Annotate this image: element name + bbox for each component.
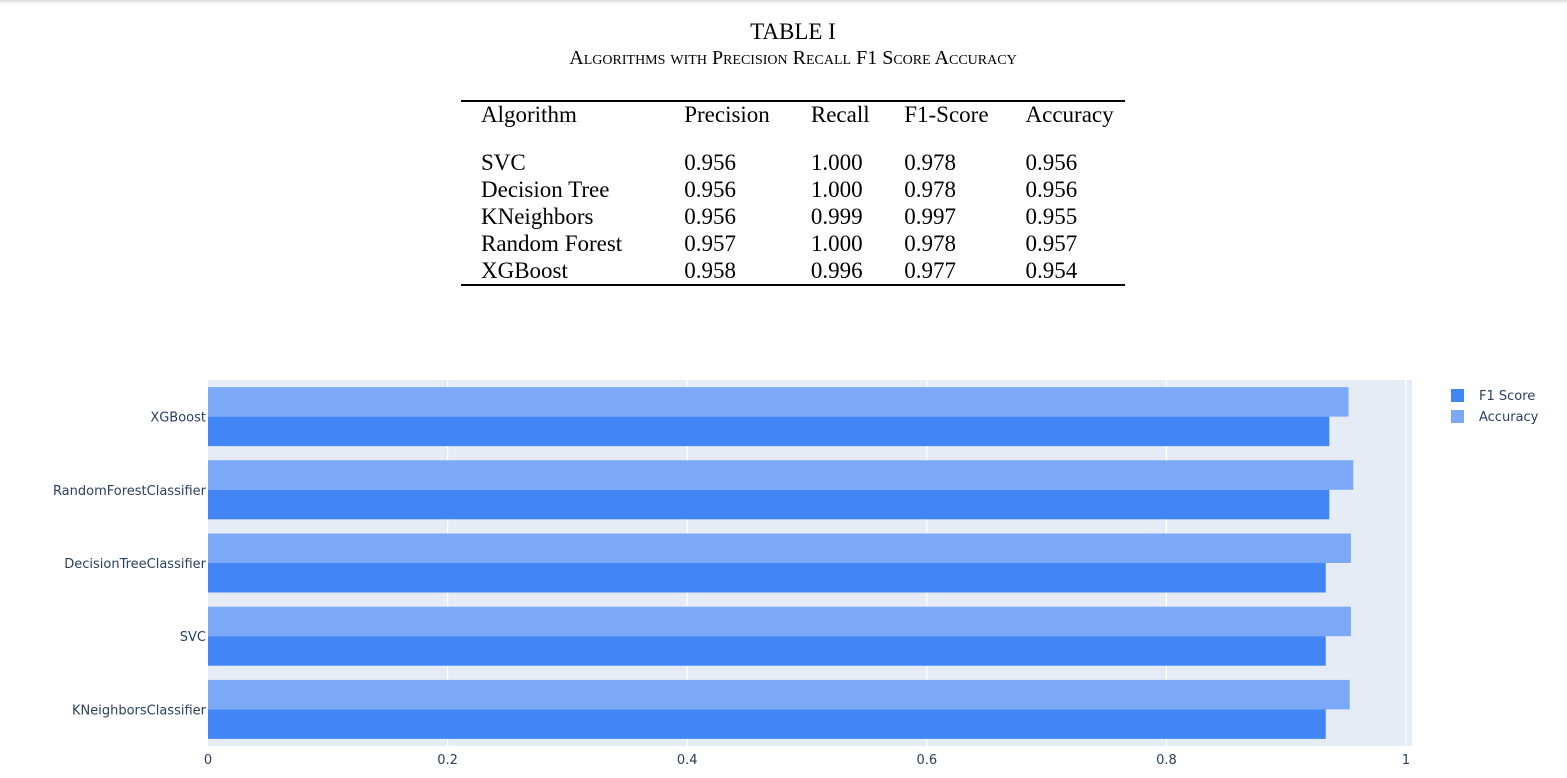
bar-accuracy[interactable] [208, 679, 1350, 710]
header-accuracy: Accuracy [1025, 102, 1114, 127]
cell-recall: 0.996 [810, 257, 863, 283]
cell-accuracy: 0.956 [1025, 176, 1078, 202]
table-row: Random Forest 0.957 1.000 0.978 0.957 [461, 230, 1125, 257]
x-tick-label: 0.8 [1156, 753, 1177, 768]
y-tick-label: SVC [180, 630, 206, 645]
y-tick-label: DecisionTreeClassifier [64, 557, 206, 572]
x-tick-label: 0.2 [437, 753, 458, 768]
bar-f1-score[interactable] [208, 563, 1326, 593]
cell-f1-score: 0.997 [904, 203, 956, 229]
y-tick-label: KNeighborsClassifier [72, 703, 207, 718]
bar-accuracy[interactable] [208, 606, 1351, 637]
x-tick-label: 1 [1402, 753, 1410, 768]
cell-recall: 0.999 [810, 203, 863, 229]
cell-algorithm: Decision Tree [481, 176, 610, 202]
header-algorithm: Algorithm [481, 102, 577, 127]
bar-accuracy[interactable] [208, 460, 1354, 490]
table-spacer [461, 132, 1125, 149]
legend-label[interactable]: Accuracy [1479, 410, 1539, 425]
y-tick-label: XGBoost [150, 411, 206, 426]
legend-swatch[interactable] [1451, 410, 1464, 423]
bar-accuracy[interactable] [208, 533, 1351, 564]
cell-precision: 0.958 [684, 257, 736, 283]
x-tick-label: 0 [204, 753, 212, 768]
cell-f1-score: 0.978 [904, 230, 956, 256]
x-axis-labels: 0 0.2 0.4 0.6 0.8 1 [204, 753, 1410, 768]
cell-f1-score: 0.977 [904, 257, 956, 283]
cell-algorithm: XGBoost [481, 257, 568, 283]
cell-algorithm: Random Forest [481, 230, 623, 256]
bar-f1-score[interactable] [208, 636, 1326, 666]
legend-swatch[interactable] [1451, 389, 1464, 402]
top-edge-shadow [0, 0, 1567, 4]
legend-label[interactable]: F1 Score [1479, 389, 1535, 404]
table-header-row: Algorithm Precision Recall F1-Score Accu… [461, 101, 1125, 132]
bars [208, 387, 1354, 739]
cell-recall: 1.000 [810, 176, 863, 202]
bar-f1-score[interactable] [208, 416, 1330, 447]
cell-accuracy: 0.956 [1025, 149, 1078, 175]
header-precision: Precision [684, 102, 770, 127]
x-tick-label: 0.6 [916, 753, 937, 768]
table-title: TABLE I [750, 19, 836, 44]
legend[interactable]: F1 Score Accuracy [1451, 389, 1539, 425]
bar-f1-score[interactable] [208, 489, 1330, 520]
cell-accuracy: 0.957 [1025, 230, 1078, 256]
table-row: Decision Tree 0.956 1.000 0.978 0.956 [461, 176, 1125, 203]
cell-precision: 0.956 [684, 176, 736, 202]
table-row: XGBoost 0.958 0.996 0.977 0.954 [461, 257, 1125, 285]
cell-precision: 0.957 [684, 230, 736, 256]
y-axis-labels: KNeighborsClassifier SVC DecisionTreeClass… [53, 411, 207, 719]
bar-accuracy[interactable] [208, 387, 1349, 417]
cell-precision: 0.956 [684, 203, 736, 229]
cell-recall: 1.000 [810, 149, 863, 175]
cell-recall: 1.000 [810, 230, 863, 256]
table-subtitle: Algorithms with Precision Recall F1 Scor… [569, 47, 1017, 69]
table-row: SVC 0.956 1.000 0.978 0.956 [461, 149, 1125, 176]
cell-algorithm: KNeighbors [481, 203, 594, 229]
x-tick-label: 0.4 [677, 753, 698, 768]
bar-f1-score[interactable] [208, 709, 1326, 739]
cell-f1-score: 0.978 [904, 176, 956, 202]
cell-accuracy: 0.955 [1025, 203, 1078, 229]
cell-f1-score: 0.978 [904, 149, 956, 175]
cell-algorithm: SVC [481, 149, 526, 175]
results-table: Algorithm Precision Recall F1-Score Accu… [461, 100, 1125, 286]
bar-chart: KNeighborsClassifier SVC DecisionTreeClass… [53, 380, 1539, 768]
table-row: KNeighbors 0.956 0.999 0.997 0.955 [461, 203, 1125, 230]
cell-accuracy: 0.954 [1025, 257, 1078, 283]
y-tick-label: RandomForestClassifier [53, 484, 207, 499]
header-f1-score: F1-Score [904, 102, 989, 127]
header-recall: Recall [810, 102, 870, 127]
cell-precision: 0.956 [684, 149, 736, 175]
